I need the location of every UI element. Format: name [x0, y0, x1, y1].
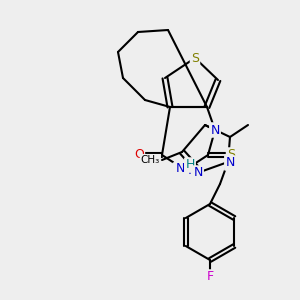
Text: NH: NH [174, 164, 192, 176]
Text: N: N [210, 124, 220, 136]
Text: H: H [185, 158, 195, 172]
Text: N: N [175, 161, 185, 175]
Text: N: N [225, 157, 235, 169]
Text: F: F [206, 271, 214, 284]
Text: N: N [193, 167, 203, 179]
Text: S: S [227, 148, 235, 161]
Text: O: O [134, 148, 144, 161]
Text: CH₃: CH₃ [141, 155, 160, 165]
Text: S: S [191, 52, 199, 64]
